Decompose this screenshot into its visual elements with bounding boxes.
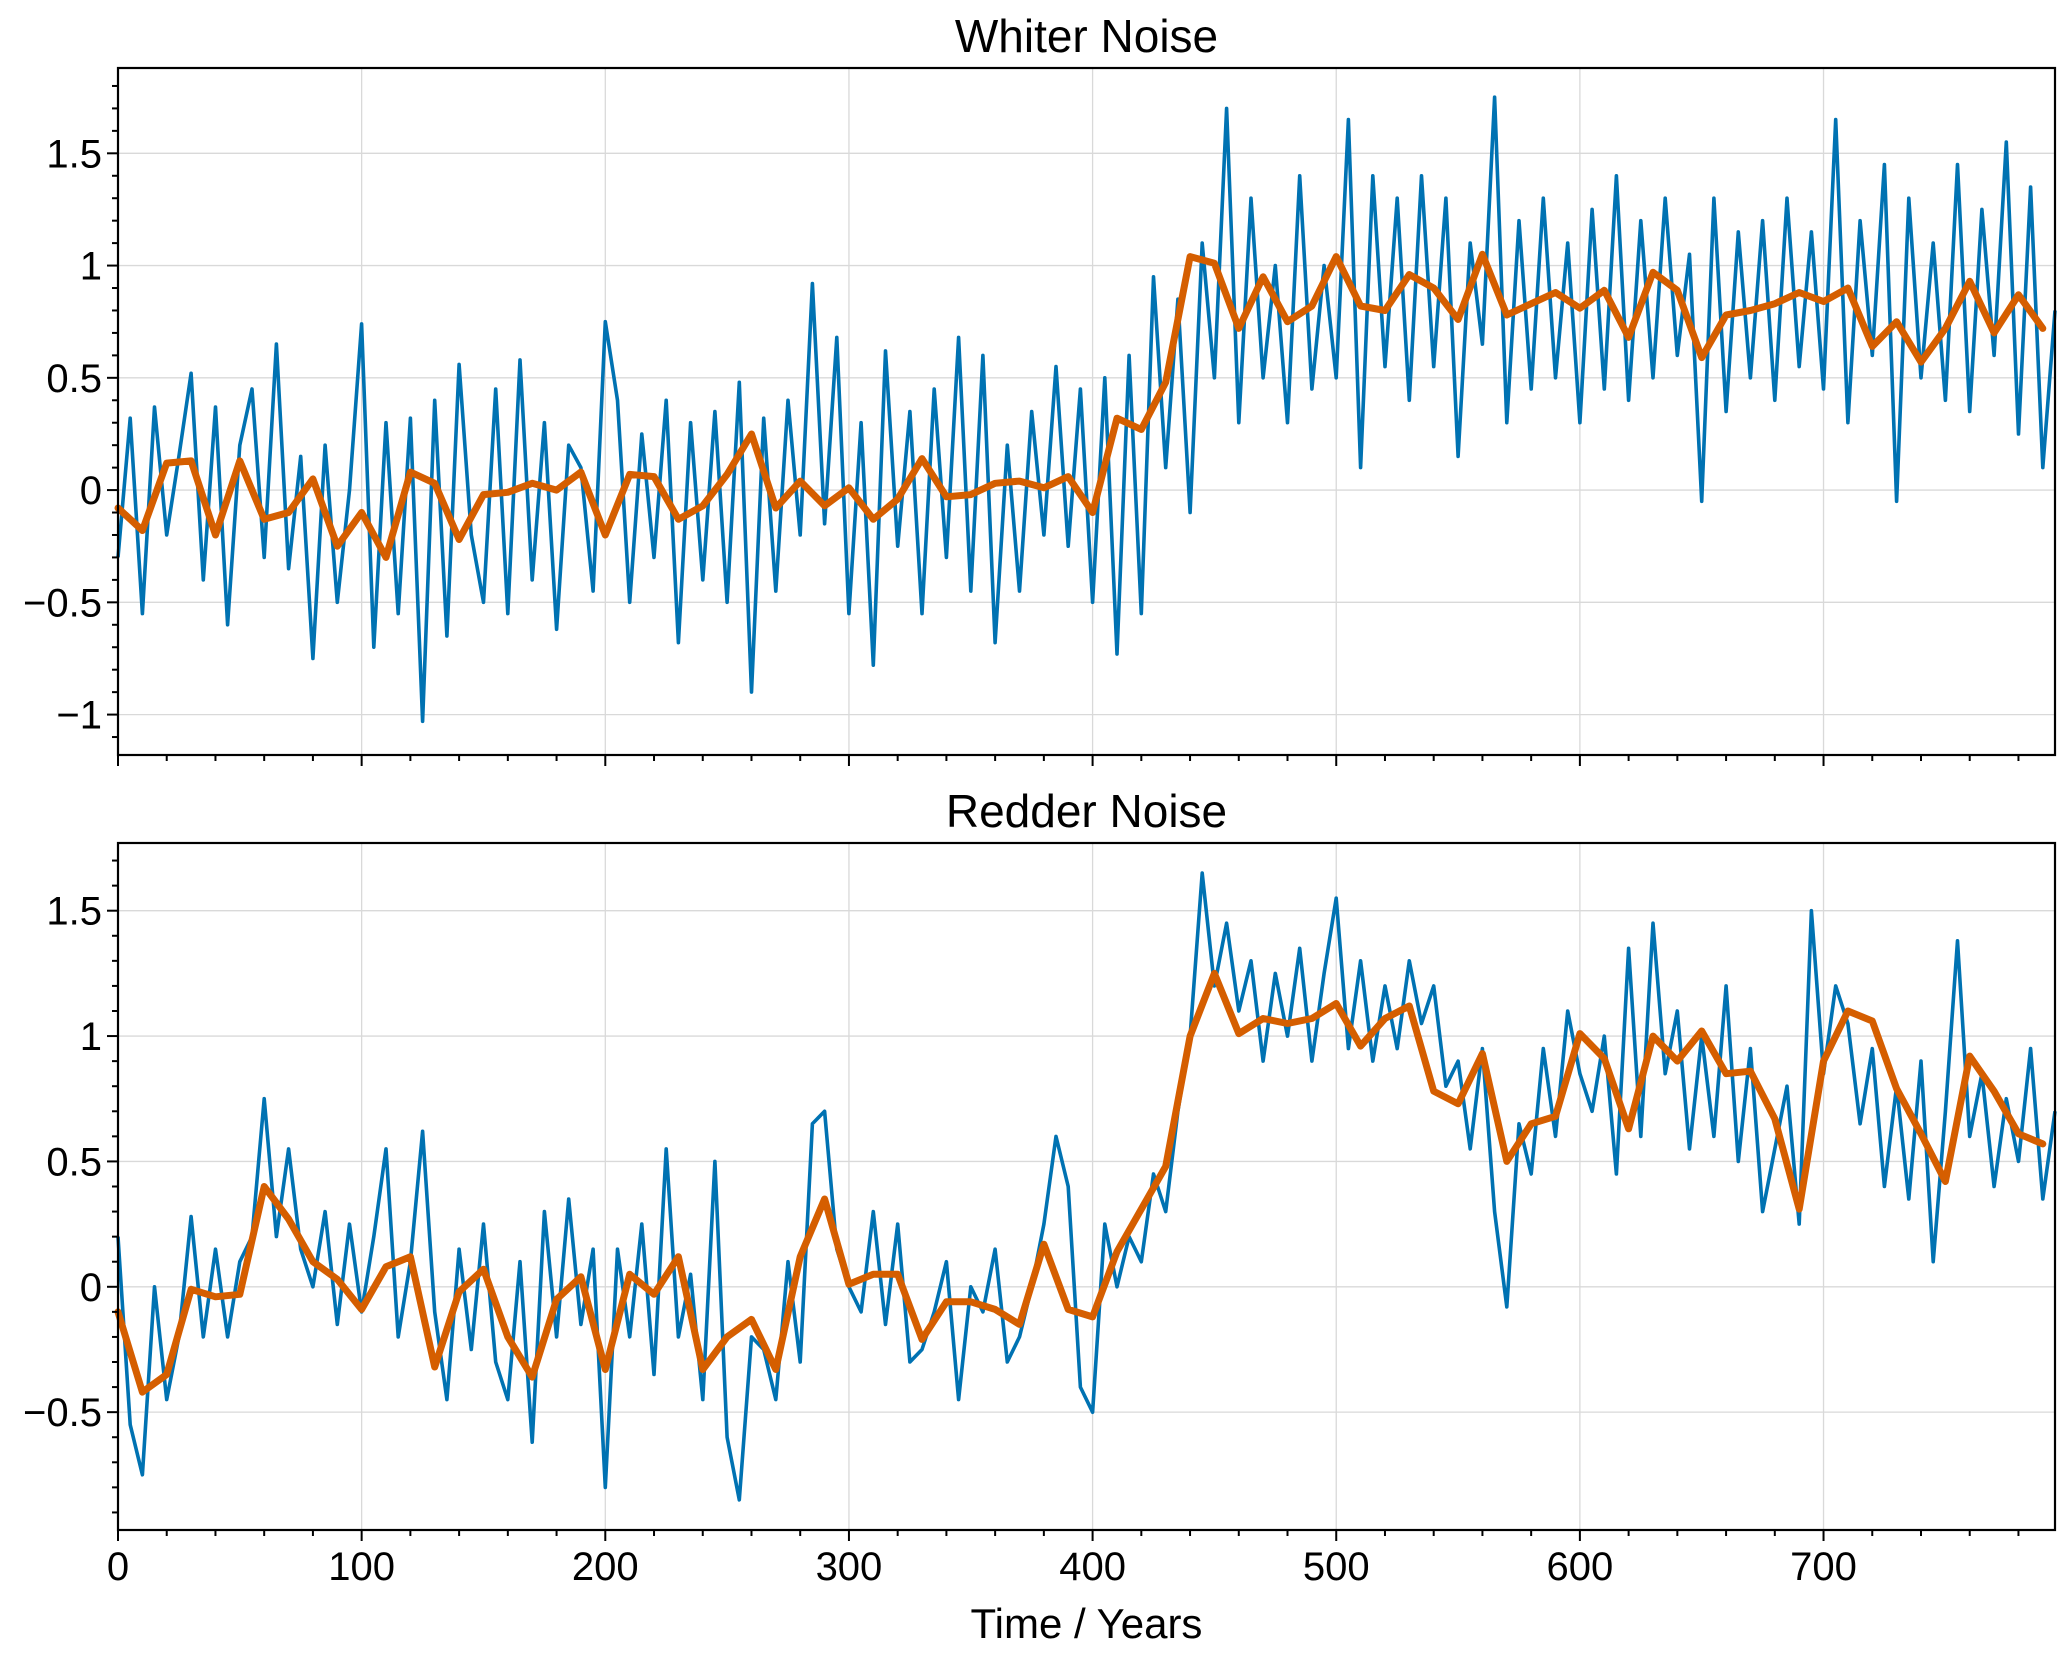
x-tick-label: 100 bbox=[328, 1545, 395, 1589]
y-tick-label: −0.5 bbox=[23, 1391, 102, 1435]
plot-frame bbox=[116, 66, 2057, 757]
x-tick-label: 600 bbox=[1547, 1545, 1614, 1589]
smoothed-series-line bbox=[114, 250, 2047, 561]
panel-1: −1 −0.5 0 0.5 1 1.5 Whiter Noise bbox=[23, 10, 2057, 766]
y-tick-label: −0.5 bbox=[23, 581, 102, 625]
y-tick-label: 1.5 bbox=[46, 132, 102, 176]
y-tick-label: 0.5 bbox=[46, 357, 102, 401]
y-tick-label: 0 bbox=[80, 1266, 102, 1310]
panel-title: Redder Noise bbox=[946, 785, 1227, 837]
raw-series-line bbox=[116, 871, 2057, 1502]
y-tick-label: 0.5 bbox=[46, 1140, 102, 1184]
plot-frame bbox=[116, 841, 2057, 1532]
x-tick-label: 500 bbox=[1303, 1545, 1370, 1589]
x-tick-label: 400 bbox=[1059, 1545, 1126, 1589]
y-tick-label: 1.5 bbox=[46, 890, 102, 934]
x-tick-label: 0 bbox=[107, 1545, 129, 1589]
x-axis-label: Time / Years bbox=[971, 1600, 1203, 1647]
raw-series-line bbox=[116, 95, 2057, 724]
y-tick-label: 1 bbox=[80, 245, 102, 289]
y-tick-label: −1 bbox=[56, 694, 102, 738]
smoothed-series-line bbox=[114, 969, 2047, 1396]
x-tick-label: 700 bbox=[1790, 1545, 1857, 1589]
x-tick-label: 300 bbox=[816, 1545, 883, 1589]
panel-title: Whiter Noise bbox=[955, 10, 1218, 62]
panel-2: −0.5 0 0.5 1 1.5 0 100 200 300 400 500 600 700 Redder… bbox=[23, 785, 2057, 1647]
y-tick-label: 1 bbox=[80, 1015, 102, 1059]
y-tick-label: 0 bbox=[80, 469, 102, 513]
x-tick-label: 200 bbox=[572, 1545, 639, 1589]
